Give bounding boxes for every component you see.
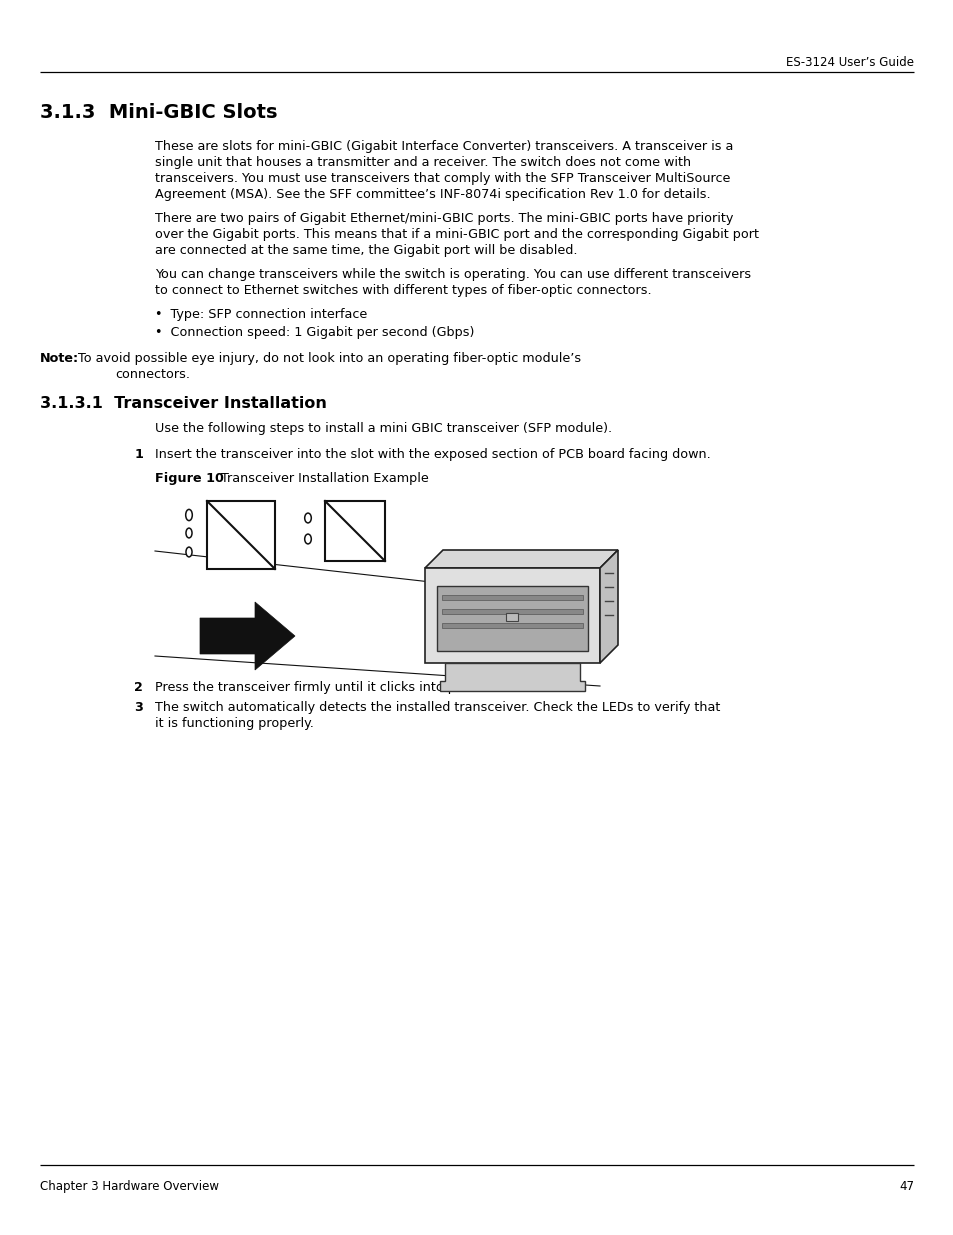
Polygon shape [424, 550, 618, 568]
Text: Insert the transceiver into the slot with the exposed section of PCB board facin: Insert the transceiver into the slot wit… [154, 448, 710, 461]
Bar [424, 568, 599, 663]
Text: 47: 47 [898, 1179, 913, 1193]
Text: These are slots for mini-GBIC (Gigabit Interface Converter) transceivers. A tran: These are slots for mini-GBIC (Gigabit I… [154, 140, 733, 153]
Text: to connect to Ethernet switches with different types of fiber-optic connectors.: to connect to Ethernet switches with dif… [154, 284, 651, 296]
Text: Use the following steps to install a mini GBIC transceiver (SFP module).: Use the following steps to install a min… [154, 422, 612, 435]
Text: There are two pairs of Gigabit Ethernet/mini-GBIC ports. The mini-GBIC ports hav: There are two pairs of Gigabit Ethernet/… [154, 212, 733, 225]
Text: 3: 3 [134, 701, 143, 714]
Text: transceivers. You must use transceivers that comply with the SFP Transceiver Mul: transceivers. You must use transceivers … [154, 172, 730, 185]
Ellipse shape [304, 513, 311, 522]
Ellipse shape [186, 509, 193, 521]
Text: Transceiver Installation Example: Transceiver Installation Example [209, 472, 428, 485]
Text: Note:: Note: [40, 352, 79, 366]
Bar [441, 609, 582, 614]
Bar [441, 595, 582, 600]
Text: Agreement (MSA). See the SFF committee’s INF-8074i specification Rev 1.0 for det: Agreement (MSA). See the SFF committee’s… [154, 188, 710, 201]
Text: 2: 2 [134, 680, 143, 694]
Polygon shape [439, 663, 584, 692]
Bar [207, 501, 274, 569]
Text: are connected at the same time, the Gigabit port will be disabled.: are connected at the same time, the Giga… [154, 245, 577, 257]
Text: The switch automatically detects the installed transceiver. Check the LEDs to ve: The switch automatically detects the ins… [154, 701, 720, 714]
Text: it is functioning properly.: it is functioning properly. [154, 718, 314, 730]
Text: 1: 1 [134, 448, 143, 461]
Text: •  Type: SFP connection interface: • Type: SFP connection interface [154, 308, 367, 321]
Text: You can change transceivers while the switch is operating. You can use different: You can change transceivers while the sw… [154, 268, 750, 282]
Ellipse shape [304, 534, 311, 543]
Text: Press the transceiver firmly until it clicks into place.: Press the transceiver firmly until it cl… [154, 680, 486, 694]
Text: connectors.: connectors. [115, 368, 190, 382]
Polygon shape [200, 601, 294, 671]
Text: ES-3124 User’s Guide: ES-3124 User’s Guide [785, 56, 913, 69]
Text: Chapter 3 Hardware Overview: Chapter 3 Hardware Overview [40, 1179, 219, 1193]
Bar [436, 585, 587, 651]
Bar [441, 622, 582, 629]
Text: •  Connection speed: 1 Gigabit per second (Gbps): • Connection speed: 1 Gigabit per second… [154, 326, 474, 338]
Bar [505, 613, 517, 621]
Text: single unit that houses a transmitter and a receiver. The switch does not come w: single unit that houses a transmitter an… [154, 156, 690, 169]
Bar [325, 501, 385, 561]
Polygon shape [599, 550, 618, 663]
Ellipse shape [186, 547, 192, 557]
Text: 3.1.3  Mini-GBIC Slots: 3.1.3 Mini-GBIC Slots [40, 103, 277, 122]
Ellipse shape [186, 529, 192, 538]
Text: To avoid possible eye injury, do not look into an operating fiber-optic module’s: To avoid possible eye injury, do not loo… [74, 352, 580, 366]
Text: over the Gigabit ports. This means that if a mini-GBIC port and the correspondin: over the Gigabit ports. This means that … [154, 228, 759, 241]
Text: 3.1.3.1  Transceiver Installation: 3.1.3.1 Transceiver Installation [40, 396, 327, 411]
Text: Figure 10: Figure 10 [154, 472, 224, 485]
